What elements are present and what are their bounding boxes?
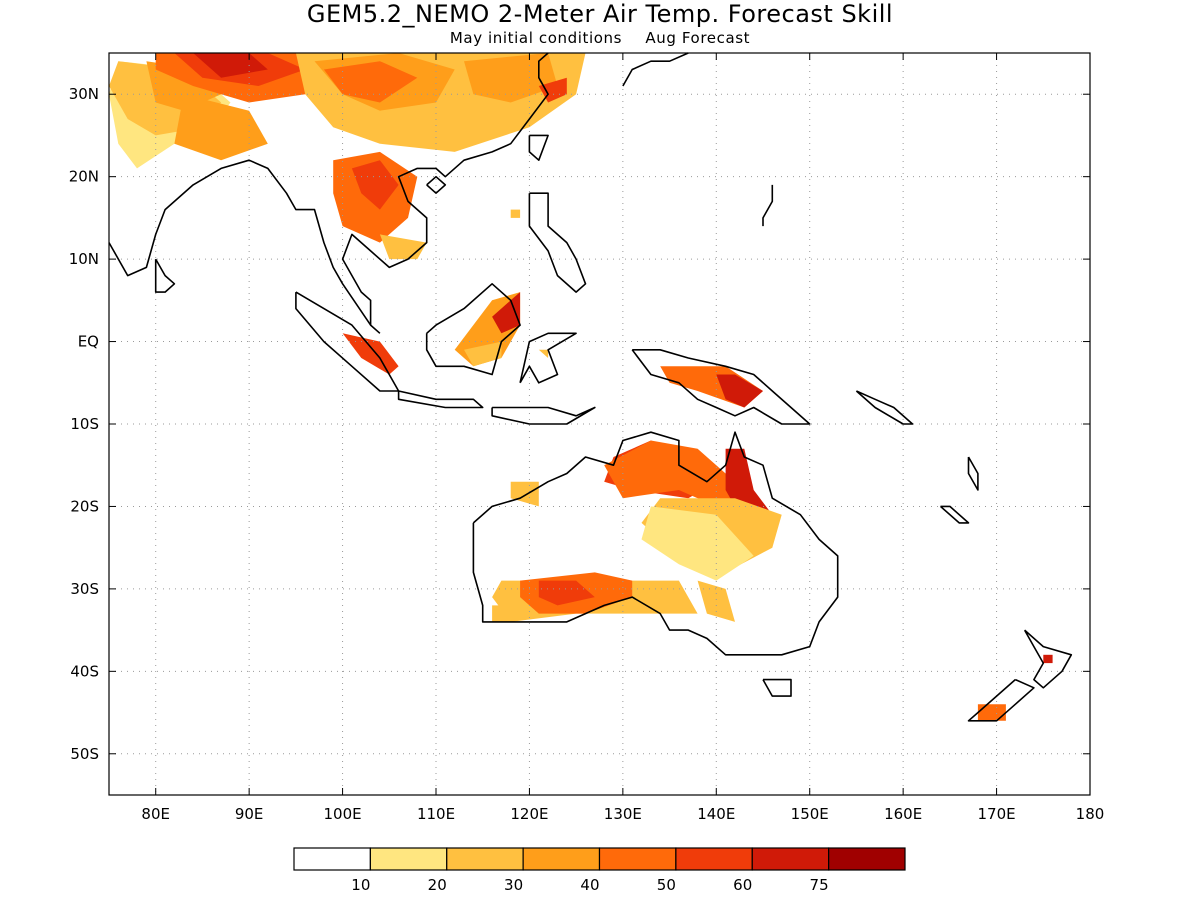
coastline [426, 175, 447, 194]
coastline [762, 184, 774, 227]
lat-tick-label: 10N [69, 250, 99, 268]
colorbar-label: 75 [810, 876, 829, 894]
colorbar-bin [751, 847, 830, 871]
lat-tick-label: 20N [69, 168, 99, 186]
skill-region [697, 580, 735, 622]
coastline [967, 678, 1035, 722]
colorbar-bin [675, 847, 753, 871]
colorbar-label: 50 [657, 876, 676, 894]
skill-region [379, 234, 427, 260]
colorbar-bin [293, 847, 371, 871]
lon-tick-label: 170E [978, 805, 1016, 823]
coastline [154, 258, 176, 293]
skill-region [510, 209, 521, 218]
lat-tick-label: 10S [70, 415, 99, 433]
skill-region [323, 61, 418, 103]
coastline [341, 52, 549, 326]
coastline [519, 332, 577, 384]
colorbar-label: 20 [428, 876, 447, 894]
lon-tick-label: 150E [791, 805, 829, 823]
gridlines [109, 53, 1091, 795]
lat-tick-label: 30N [69, 85, 99, 103]
colorbar-label: 40 [580, 876, 599, 894]
lon-tick-label: 160E [884, 805, 922, 823]
colorbar-bin [598, 847, 677, 871]
skill-region [641, 506, 754, 581]
coastline [108, 159, 381, 334]
skill-region [342, 333, 399, 375]
coastline [855, 390, 914, 425]
coastline [762, 678, 792, 697]
lon-tick-label: 180 [1076, 805, 1105, 823]
skill-region [464, 53, 558, 103]
coastline [622, 52, 689, 87]
lat-tick-label: 30S [70, 580, 99, 598]
lon-tick-label: 140E [697, 805, 735, 823]
subtitle-initial-conditions: May initial conditions [449, 29, 623, 47]
skill-region [174, 94, 268, 161]
coastline [472, 431, 839, 656]
skill-region [604, 440, 763, 515]
skill-region [538, 349, 549, 358]
lon-tick-label: 80E [141, 805, 170, 823]
colorbar-bin [522, 847, 601, 871]
coastline [397, 390, 484, 409]
coastline [967, 456, 979, 491]
colorbar-bin [828, 847, 906, 871]
lon-tick-label: 110E [417, 805, 455, 823]
skill-region [510, 481, 539, 507]
lon-tick-label: 120E [510, 805, 548, 823]
coastline [631, 349, 811, 425]
subtitle-forecast-month: Aug Forecast [645, 29, 751, 47]
coastline [425, 283, 521, 376]
coastlines [108, 52, 1073, 722]
skill-region [716, 374, 763, 408]
axis-ticks: 30N 20N 10N EQ 10S 20S 30S 40S 50S 80E 90E 100E 110E… [69, 53, 1105, 823]
lon-tick-label: 90E [235, 805, 264, 823]
colorbar-label: 30 [504, 876, 523, 894]
skill-region [492, 292, 521, 334]
colorbar-bin [369, 847, 448, 871]
colorbar-label: 60 [733, 876, 752, 894]
coastline [295, 291, 400, 392]
skill-shading [109, 53, 1053, 721]
skill-region [1043, 654, 1053, 664]
colorbar-bin [446, 847, 524, 871]
chart-title: GEM5.2_NEMO 2-Meter Air Temp. Forecast S… [306, 0, 894, 28]
lon-tick-label: 130E [604, 805, 642, 823]
skill-region [464, 341, 502, 367]
lat-tick-label: 50S [70, 745, 99, 763]
skill-region [351, 160, 399, 210]
lat-tick-label: EQ [78, 333, 99, 351]
colorbar-label: 10 [351, 876, 370, 894]
coastline [491, 406, 596, 425]
chart-subtitle: May initial conditions Aug Forecast [0, 29, 1200, 47]
lat-tick-label: 40S [70, 662, 99, 680]
map-frame [108, 52, 1091, 796]
lon-tick-label: 100E [324, 805, 362, 823]
skill-region [977, 704, 1006, 721]
coastline [1023, 629, 1073, 689]
coastline [939, 505, 970, 524]
skill-region [538, 580, 595, 606]
coastline [528, 134, 549, 161]
skill-region [492, 605, 511, 622]
coastline [528, 192, 587, 293]
lat-tick-label: 20S [70, 497, 99, 515]
colorbar: 10 20 30 40 50 60 75 [293, 847, 906, 894]
